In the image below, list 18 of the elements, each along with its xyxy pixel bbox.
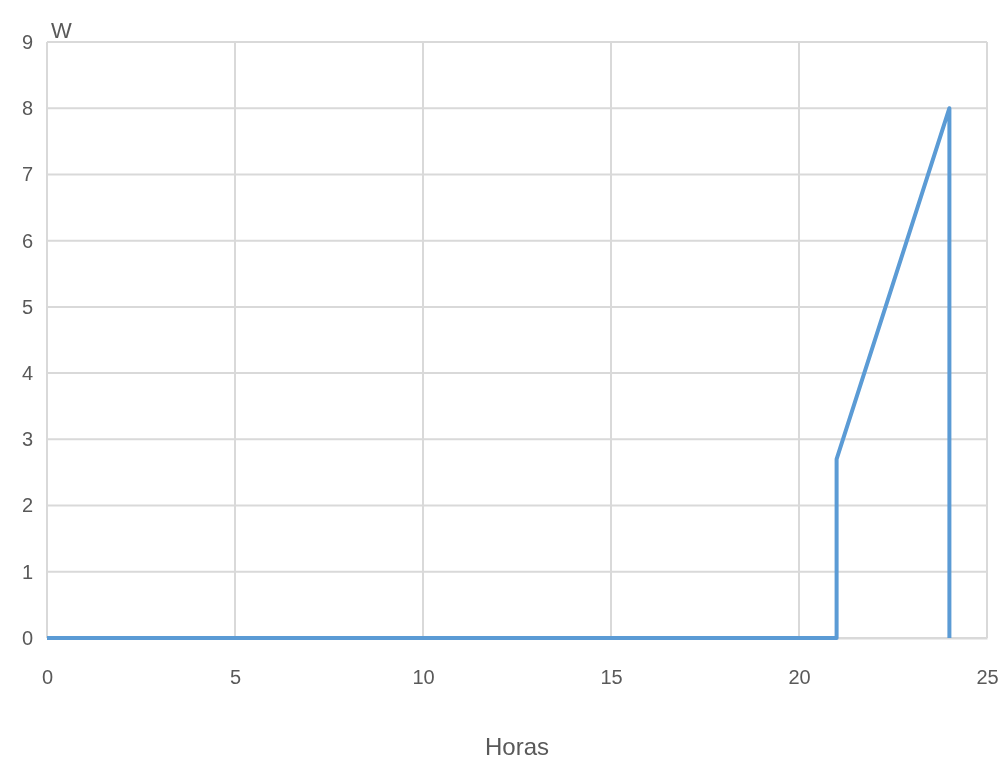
x-tick-label: 0: [41, 666, 54, 689]
y-tick-label: 4: [21, 362, 33, 385]
y-tick-label: 2: [21, 494, 33, 517]
x-tick-label: 15: [600, 666, 623, 689]
x-tick-label: 5: [229, 666, 242, 689]
y-tick-label: 9: [21, 30, 33, 53]
y-tick-label: 7: [21, 163, 33, 186]
y-tick-label: 5: [21, 295, 33, 318]
y-axis-title: W: [51, 18, 72, 43]
y-tick-label: 8: [21, 97, 33, 120]
x-tick-label: 25: [976, 666, 999, 689]
x-axis-title: Horas: [484, 733, 550, 760]
x-tick-label: 10: [412, 666, 435, 689]
y-tick-label: 1: [21, 560, 33, 583]
y-tick-label: 0: [21, 626, 33, 649]
x-tick-label: 20: [788, 666, 811, 689]
y-tick-label: 6: [21, 229, 33, 252]
y-tick-label: 3: [21, 428, 33, 451]
